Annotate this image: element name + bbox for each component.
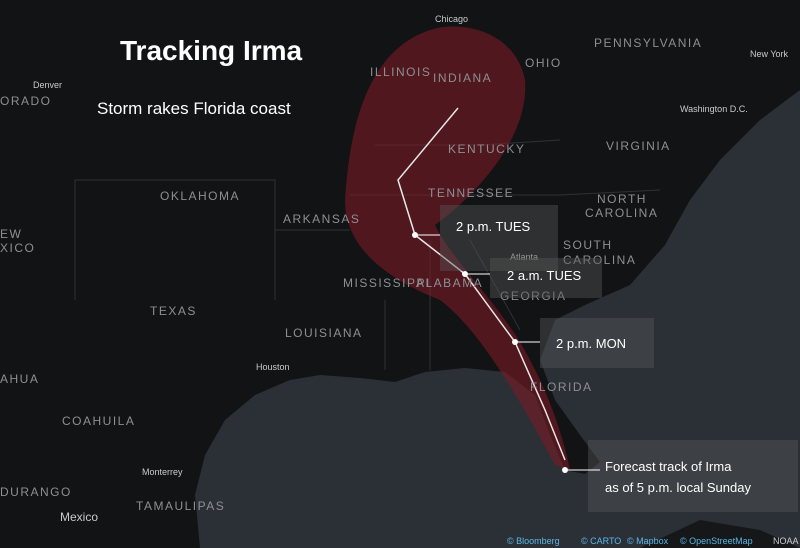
place: FLORIDA: [530, 380, 593, 394]
place: TENNESSEE: [428, 186, 514, 200]
place: ORADO: [0, 94, 52, 108]
ocean: [195, 90, 800, 548]
label-box: [490, 258, 602, 298]
forecast-label: 2 a.m. TUES: [507, 268, 582, 283]
place: New York: [750, 49, 789, 59]
note-line: Forecast track of Irma: [605, 459, 732, 474]
attribution-item: NOAA: [773, 536, 799, 546]
place: Washington D.C.: [680, 104, 748, 114]
place: ARKANSAS: [283, 212, 360, 226]
attribution-item[interactable]: © CARTO: [581, 536, 621, 546]
place: Atlanta: [510, 252, 538, 262]
track-point: [562, 467, 568, 473]
place: SOUTH: [563, 238, 613, 252]
place: OKLAHOMA: [160, 189, 240, 203]
cuba: [640, 520, 800, 548]
place: NORTH: [597, 192, 647, 206]
place: INDIANA: [433, 71, 492, 85]
place: Denver: [33, 80, 62, 90]
place: EW: [0, 227, 22, 241]
place: ILLINOIS: [370, 65, 431, 79]
attribution-item[interactable]: © OpenStreetMap: [680, 536, 753, 546]
place: TEXAS: [150, 304, 197, 318]
track-point: [412, 232, 418, 238]
place: KENTUCKY: [448, 142, 525, 156]
place: CAROLINA: [585, 206, 658, 220]
forecast-labels: 2 p.m. TUES 2 a.m. TUES 2 p.m. MON Forec…: [412, 205, 798, 512]
place: TAMAULIPAS: [136, 499, 225, 513]
attribution-item[interactable]: © Mapbox: [627, 536, 669, 546]
forecast-label: 2 p.m. TUES: [456, 219, 531, 234]
place-labels: Chicago PENNSYLVANIA New York Denver ORA…: [0, 14, 789, 524]
attribution: © Bloomberg © CARTO © Mapbox © OpenStree…: [507, 536, 799, 546]
place: COAHUILA: [62, 414, 135, 428]
place: DURANGO: [0, 485, 72, 499]
place: PENNSYLVANIA: [594, 36, 702, 50]
title: Tracking Irma: [120, 35, 303, 66]
place: Houston: [256, 362, 290, 372]
label-box: [540, 318, 654, 368]
place: LOUISIANA: [285, 326, 363, 340]
track-point: [512, 339, 518, 345]
place: Chicago: [435, 14, 468, 24]
place: XICO: [0, 241, 35, 255]
place: VIRGINIA: [606, 139, 671, 153]
attribution-item[interactable]: © Bloomberg: [507, 536, 560, 546]
place: GEORGIA: [500, 289, 567, 303]
forecast-cone: [345, 26, 570, 470]
subtitle: Storm rakes Florida coast: [97, 99, 291, 118]
place: Monterrey: [142, 467, 183, 477]
label-box: [440, 205, 558, 271]
note-line: as of 5 p.m. local Sunday: [605, 480, 751, 495]
place: OHIO: [525, 56, 562, 70]
forecast-label: 2 p.m. MON: [556, 336, 626, 351]
place: ALABAMA: [416, 276, 483, 290]
track-point: [462, 271, 468, 277]
place: Mexico: [60, 510, 98, 524]
place: AHUA: [0, 372, 39, 386]
place: MISSISSIPPI: [343, 276, 431, 290]
label-box: [588, 440, 798, 512]
place: CAROLINA: [563, 253, 636, 267]
